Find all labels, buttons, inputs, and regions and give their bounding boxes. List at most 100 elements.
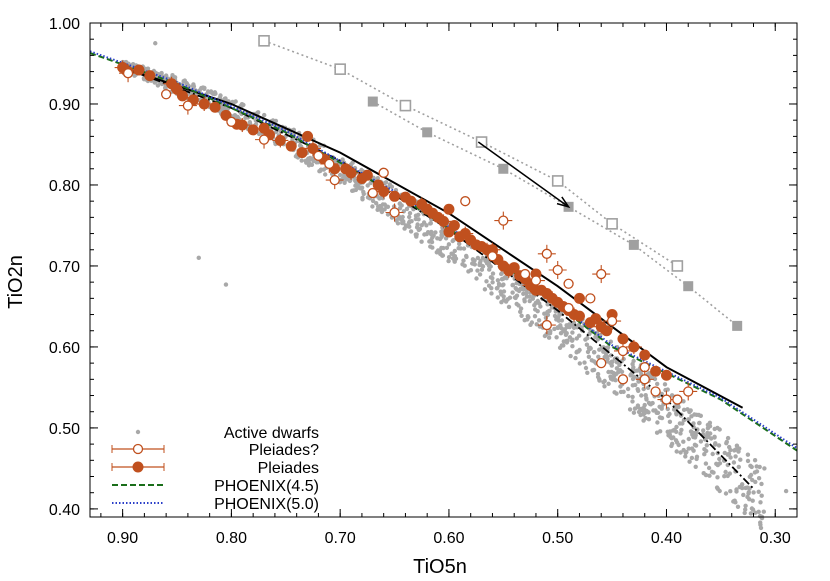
pleiades-point [573, 292, 585, 304]
active-dwarf-point [636, 388, 641, 393]
active-dwarf-point [506, 304, 512, 310]
active-dwarf-point [674, 424, 679, 430]
active-dwarf-point [446, 258, 451, 264]
active-dwarf-point [170, 73, 175, 78]
active-dwarf-point [342, 180, 347, 185]
active-dwarf-point [659, 391, 664, 397]
active-dwarf-point [382, 207, 387, 212]
active-dwarf-point [743, 503, 748, 508]
active-dwarf-point [723, 469, 728, 475]
active-dwarf-point [743, 507, 748, 512]
active-dwarf-point [736, 464, 741, 470]
filled-square-marker [422, 127, 433, 138]
filled-square-marker [498, 163, 509, 174]
active-dwarf-point [752, 458, 758, 463]
active-dwarf-point [419, 239, 424, 244]
pleiades-candidate-point [498, 215, 509, 226]
active-dwarf-point [693, 464, 698, 469]
active-dwarf-point [558, 323, 563, 328]
active-dwarf-point [686, 436, 691, 442]
active-dwarf-point [614, 360, 620, 365]
active-dwarf-point [404, 206, 410, 212]
active-dwarf-point [678, 450, 683, 455]
active-dwarf-point [208, 90, 213, 95]
active-dwarf-point [754, 464, 759, 469]
pleiades-point [198, 98, 210, 110]
active-dwarf-point [602, 384, 607, 389]
active-dwarf-point [501, 294, 506, 299]
x-tick-label: 0.90 [107, 530, 138, 547]
active-dwarf-point [472, 258, 477, 263]
y-tick-label: 0.60 [49, 340, 80, 357]
active-dwarf-point [741, 492, 746, 498]
active-dwarf-point [605, 345, 611, 350]
active-dwarf-point [360, 195, 365, 200]
active-dwarf-point [370, 198, 376, 204]
active-dwarf-point [625, 386, 631, 392]
active-dwarf-point [758, 500, 763, 505]
active-dwarf-point [589, 358, 594, 363]
tick-labels: 0.90 0.80 0.70 0.60 0.50 0.40 0.30 0.40 0.50 0.60… [49, 16, 791, 547]
active-dwarf-point [674, 429, 679, 434]
active-dwarf-point [468, 268, 474, 273]
active-dwarf-point [591, 350, 597, 355]
active-dwarf-point [353, 183, 358, 188]
y-tick-label: 0.40 [49, 502, 80, 519]
active-dwarf-point [573, 355, 578, 361]
active-dwarf-point [155, 83, 161, 88]
pleiades-point [438, 215, 449, 227]
active-dwarf-point [609, 363, 614, 368]
active-dwarf-point [709, 436, 714, 441]
active-dwarf-point [584, 342, 590, 347]
active-dwarf-point [477, 272, 483, 277]
active-dwarf-point [748, 472, 754, 478]
x-tick-label: 0.50 [542, 530, 573, 547]
active-dwarf-point [489, 291, 494, 296]
pleiades-candidate-point [367, 187, 378, 199]
pleiades-point [389, 190, 401, 202]
y-axis-label: TiO2n [5, 255, 27, 309]
active-dwarf-point [417, 226, 423, 232]
active-dwarf-point [713, 441, 718, 446]
active-dwarf-point [666, 433, 671, 438]
open-square-marker [475, 136, 488, 148]
active-dwarf-point [427, 239, 432, 244]
active-dwarf-point [521, 291, 526, 296]
active-dwarf-point [667, 419, 673, 424]
active-dwarf-point [359, 167, 364, 173]
active-dwarf-point [262, 112, 267, 118]
active-dwarf-point [408, 229, 414, 234]
active-dwarf-point [745, 452, 751, 457]
active-dwarf-point [554, 335, 559, 340]
active-dwarf-point [546, 309, 551, 314]
pleiades-candidate-point [606, 315, 618, 327]
active-dwarf-point [153, 41, 158, 46]
active-dwarf-point [222, 96, 227, 102]
active-dwarf-point [299, 158, 304, 163]
phoenix-5-0-line [89, 50, 798, 450]
active-dwarf-point [756, 509, 761, 514]
active-dwarf-point [611, 374, 617, 379]
active-dwarf-point [704, 443, 709, 448]
active-dwarf-point [510, 290, 515, 295]
active-dwarf-point [532, 303, 537, 308]
pleiades-candidate-point [617, 345, 629, 357]
active-dwarf-point [323, 172, 328, 177]
active-dwarf-point [701, 471, 706, 476]
active-dwarf-point [375, 176, 380, 181]
active-dwarf-point [440, 233, 445, 238]
active-dwarf-point [416, 212, 421, 217]
active-dwarf-point [650, 400, 655, 406]
active-dwarf-point [567, 322, 572, 327]
pleiades-candidate-point [160, 89, 172, 100]
active-dwarf-point [359, 185, 365, 190]
active-dwarf-point [490, 280, 495, 285]
active-dwarf-point [318, 168, 323, 174]
active-dwarf-point [703, 461, 709, 466]
active-dwarf-point [480, 264, 486, 269]
active-dwarf-point [585, 370, 590, 375]
active-dwarf-point [530, 296, 535, 301]
active-dwarf-point [407, 211, 413, 216]
active-dwarf-point [737, 446, 742, 451]
pleiades-candidate-point [650, 386, 661, 397]
